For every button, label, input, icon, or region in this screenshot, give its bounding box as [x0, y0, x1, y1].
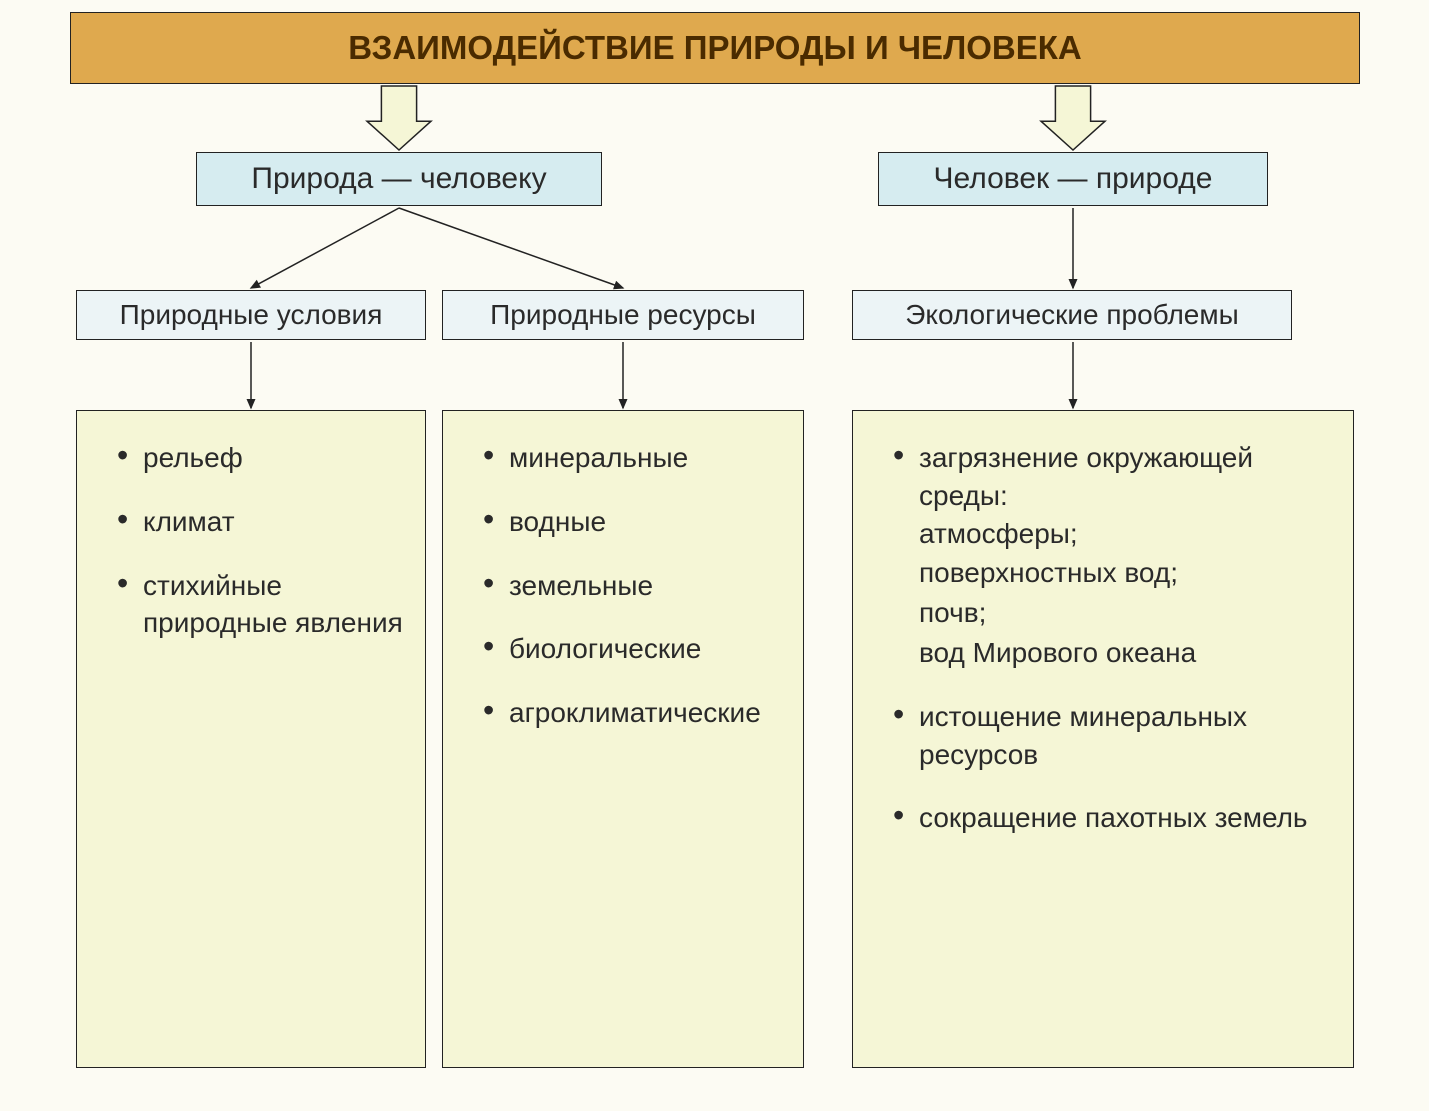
content-list: загрязнение окружающей среды:атмосферы;п…	[893, 439, 1331, 837]
list-item: климат	[117, 503, 403, 541]
title-box: ВЗАИМОДЕЙСТВИЕ ПРИРОДЫ И ЧЕЛОВЕКА	[70, 12, 1360, 84]
sub-box-nature-to-human: Природа — человеку	[196, 152, 602, 206]
diagram-canvas: ВЗАИМОДЕЙСТВИЕ ПРИРОДЫ И ЧЕЛОВЕКА Природ…	[0, 0, 1429, 1111]
list-item-text: биологические	[509, 633, 701, 664]
sub-box-human-to-nature: Человек — природе	[878, 152, 1268, 206]
content-box-conditions: рельеф климат стихийные природные явления	[76, 410, 426, 1068]
list-item: рельеф	[117, 439, 403, 477]
list-item-text: агроклимати­ческие	[509, 697, 761, 728]
list-item: водные	[483, 503, 781, 541]
list-item-text: рельеф	[143, 442, 243, 473]
sublist-item: почв;	[919, 594, 1331, 632]
sublist: атмосферы;поверхностных вод;почв;вод Мир…	[919, 515, 1331, 672]
list-item-text: истощение минеральных ресурсов	[919, 701, 1247, 770]
block-arrow-icon	[367, 86, 431, 150]
list-item: биологические	[483, 630, 781, 668]
list-item-text: земельные	[509, 570, 653, 601]
category-label: Природные условия	[120, 299, 383, 331]
list-item: истощение минеральных ресурсов	[893, 698, 1331, 774]
list-item: сокращение пахотных земель	[893, 799, 1331, 837]
list-item-text: климат	[143, 506, 235, 537]
list-item-text: сокращение пахотных земель	[919, 802, 1308, 833]
content-box-resources: минеральные водные земельные биологические а…	[442, 410, 804, 1068]
content-list: рельеф климат стихийные природные явления	[117, 439, 403, 642]
list-item: загрязнение окружающей среды:атмосферы;п…	[893, 439, 1331, 672]
category-box-conditions: Природные условия	[76, 290, 426, 340]
connector-arrow	[399, 208, 623, 288]
list-item-text: стихийные природные явления	[143, 570, 403, 639]
list-item: стихийные природные явления	[117, 567, 403, 643]
sub-label: Человек — природе	[934, 162, 1213, 196]
connector-arrow	[251, 208, 399, 288]
list-item: агроклимати­ческие	[483, 694, 781, 732]
list-item-text: загрязнение окружающей среды:	[919, 442, 1253, 511]
list-item: минеральные	[483, 439, 781, 477]
list-item-text: минеральные	[509, 442, 688, 473]
sub-label: Природа — человеку	[251, 162, 546, 196]
category-label: Экологические проблемы	[905, 299, 1239, 331]
content-list: минеральные водные земельные биологические а…	[483, 439, 781, 732]
sublist-item: атмосферы;	[919, 515, 1331, 553]
sublist-item: вод Мирового океана	[919, 634, 1331, 672]
title-label: ВЗАИМОДЕЙСТВИЕ ПРИРОДЫ И ЧЕЛОВЕКА	[348, 29, 1081, 67]
category-box-resources: Природные ресурсы	[442, 290, 804, 340]
list-item: земельные	[483, 567, 781, 605]
content-box-ecology: загрязнение окружающей среды:атмосферы;п…	[852, 410, 1354, 1068]
sublist-item: поверхностных вод;	[919, 554, 1331, 592]
category-box-ecology: Экологические проблемы	[852, 290, 1292, 340]
list-item-text: водные	[509, 506, 606, 537]
category-label: Природные ресурсы	[490, 299, 756, 331]
block-arrow-icon	[1041, 86, 1105, 150]
